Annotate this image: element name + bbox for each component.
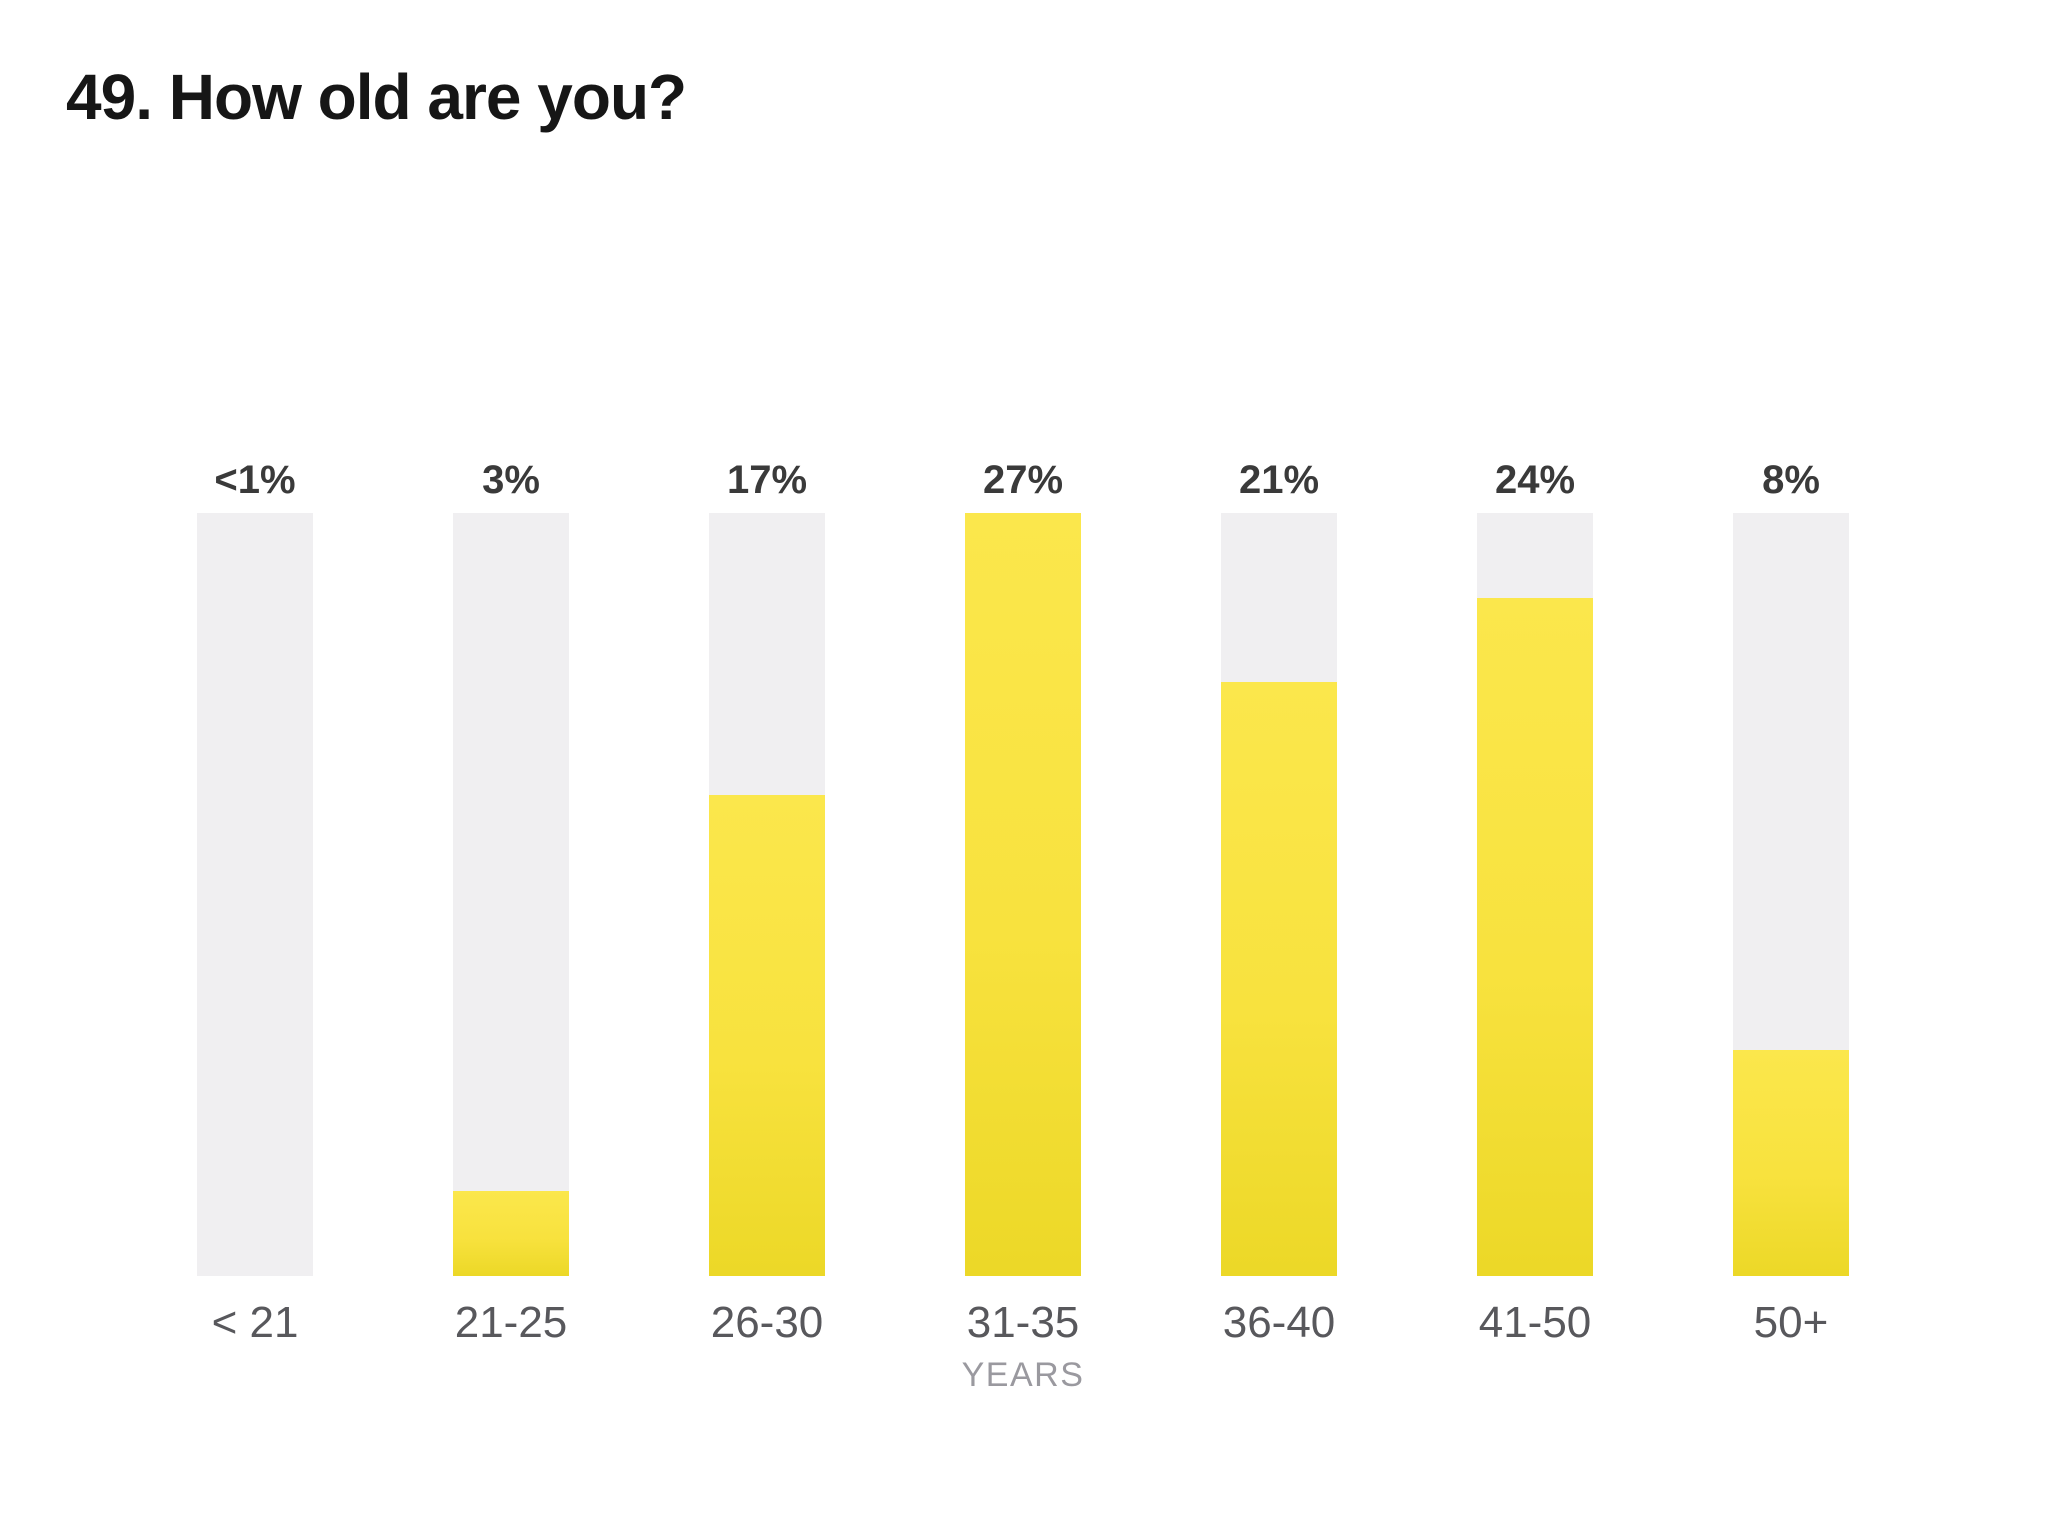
bar-fill [1221, 682, 1337, 1276]
bar-track [1221, 513, 1337, 1276]
bar-category-label: 36-40 [1222, 1298, 1336, 1347]
bar-category-label: 41-50 [1478, 1298, 1592, 1347]
bar-category-label: 21-25 [454, 1298, 568, 1347]
bar-value-label: 3% [482, 458, 540, 502]
bar-fill [1733, 1050, 1849, 1276]
bar-fill [965, 513, 1081, 1276]
page-title: 49. How old are you? [66, 61, 687, 133]
bar-column: 17% 26-30 [709, 457, 825, 1348]
bar-category-label: 50+ [1753, 1298, 1829, 1347]
bar-track [1733, 513, 1849, 1276]
bar-value-label: <1% [214, 458, 296, 502]
bar-category-label: < 21 [211, 1298, 299, 1347]
bar-column: 3% 21-25 [453, 457, 569, 1348]
bar-value-label: 24% [1494, 458, 1576, 502]
bar-value-label: 21% [1238, 458, 1320, 502]
bar-value-label: 8% [1762, 458, 1820, 502]
bar-track [453, 513, 569, 1276]
bar-value-label: 27% [982, 458, 1064, 502]
bar-category-label: 26-30 [710, 1298, 824, 1347]
bar-track [1477, 513, 1593, 1276]
bar-value-label: 17% [726, 458, 808, 502]
bar-column: 8% 50+ [1733, 457, 1849, 1348]
bar-track [965, 513, 1081, 1276]
bar-track [197, 513, 313, 1276]
bar-fill [1477, 597, 1593, 1276]
x-axis-unit-label: YEARS [961, 1356, 1085, 1394]
bar-column: <1% < 21 [197, 457, 313, 1348]
bar-column: 27% 31-35 YEARS [962, 457, 1083, 1395]
bar-track [709, 513, 825, 1276]
bar-category-label: 31-35 [966, 1298, 1080, 1347]
bar-fill [709, 795, 825, 1276]
bar-column: 21% 36-40 [1221, 457, 1337, 1348]
bar-column: 24% 41-50 [1477, 457, 1593, 1348]
bar-fill [453, 1191, 569, 1276]
age-distribution-bar-chart: <1% < 21 3% 21-25 17% 26-30 27% 31-35 YEARS 21% 36… [197, 457, 1849, 1395]
